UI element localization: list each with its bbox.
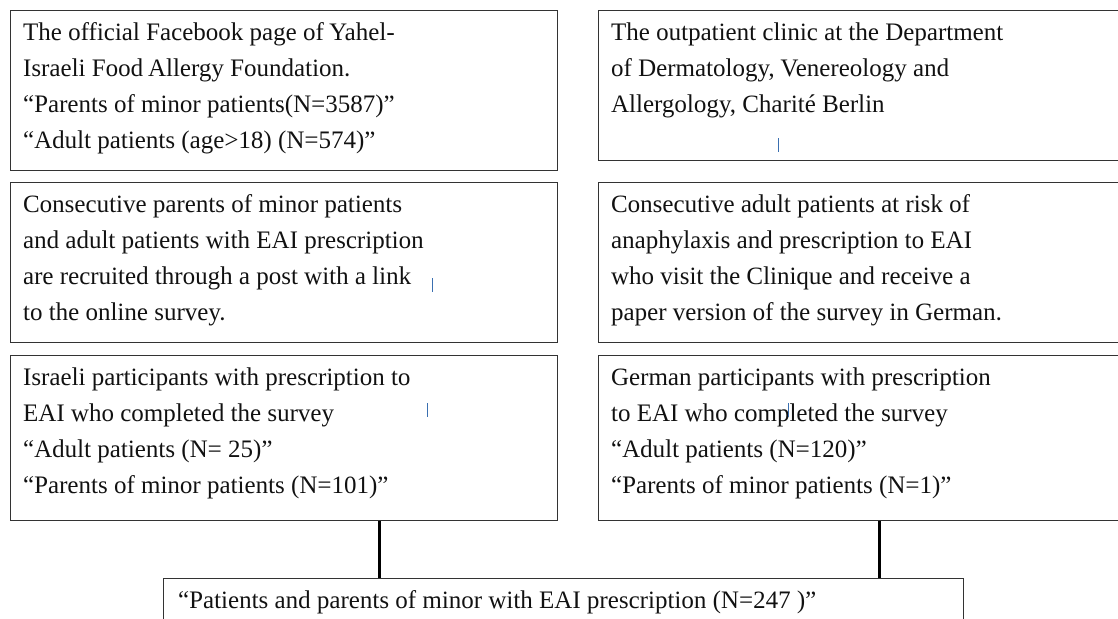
text-line: Israeli Food Allergy Foundation. — [23, 55, 351, 82]
total-box: “Patients and parents of minor with EAI … — [163, 578, 964, 619]
source-box: The official Facebook page of Yahel- Isra… — [10, 10, 558, 171]
artifact — [427, 403, 428, 417]
text-line: German participants with prescription — [611, 364, 991, 391]
text-line: Allergology, Charité Berlin — [611, 91, 885, 118]
text-line: to EAI who completed the survey — [611, 400, 948, 427]
text-line: Consecutive parents of minor patients — [23, 191, 403, 218]
text-line: to the online survey. — [23, 299, 226, 326]
recruit-box: Consecutive adult patients at risk of ana… — [598, 182, 1118, 343]
participants-box: Israeli participants with prescription t… — [10, 355, 558, 521]
text-line: “Parents of minor patients (N=1)” — [611, 472, 952, 499]
text-line: paper version of the survey in German. — [611, 299, 1002, 326]
text-line: “Parents of minor patients(N=3587)” — [23, 91, 395, 118]
text-line: Consecutive adult patients at risk of — [611, 191, 970, 218]
connector — [378, 521, 381, 579]
text-line: are recruited through a post with a link — [23, 263, 412, 290]
text-line: The outpatient clinic at the Department — [611, 19, 1004, 46]
text-line: anaphylaxis and prescription to EAI — [611, 227, 973, 254]
text-line: who visit the Clinique and receive a — [611, 263, 971, 290]
artifact — [778, 138, 779, 152]
text-line: and adult patients with EAI prescription — [23, 227, 424, 254]
recruit-box: Consecutive parents of minor patients and… — [10, 182, 558, 343]
connector — [878, 521, 881, 579]
text-line: “Parents of minor patients (N=101)” — [23, 472, 389, 499]
text-line: of Dermatology, Venereology and — [611, 55, 950, 82]
text-line: Israeli participants with prescription t… — [23, 364, 411, 391]
participants-box: German participants with prescription to … — [598, 355, 1118, 521]
source-box: The outpatient clinic at the Department o… — [598, 10, 1118, 161]
text-line: The official Facebook page of Yahel- — [23, 19, 395, 46]
artifact — [788, 403, 789, 417]
artifact — [432, 278, 433, 292]
text-line: EAI who completed the survey — [23, 400, 335, 427]
text-line: “Adult patients (N= 25)” — [23, 436, 273, 463]
text-line: “Patients and parents of minor with EAI … — [178, 587, 817, 614]
text-line: “Adult patients (age>18) (N=574)” — [23, 127, 376, 154]
text-line: “Adult patients (N=120)” — [611, 436, 867, 463]
